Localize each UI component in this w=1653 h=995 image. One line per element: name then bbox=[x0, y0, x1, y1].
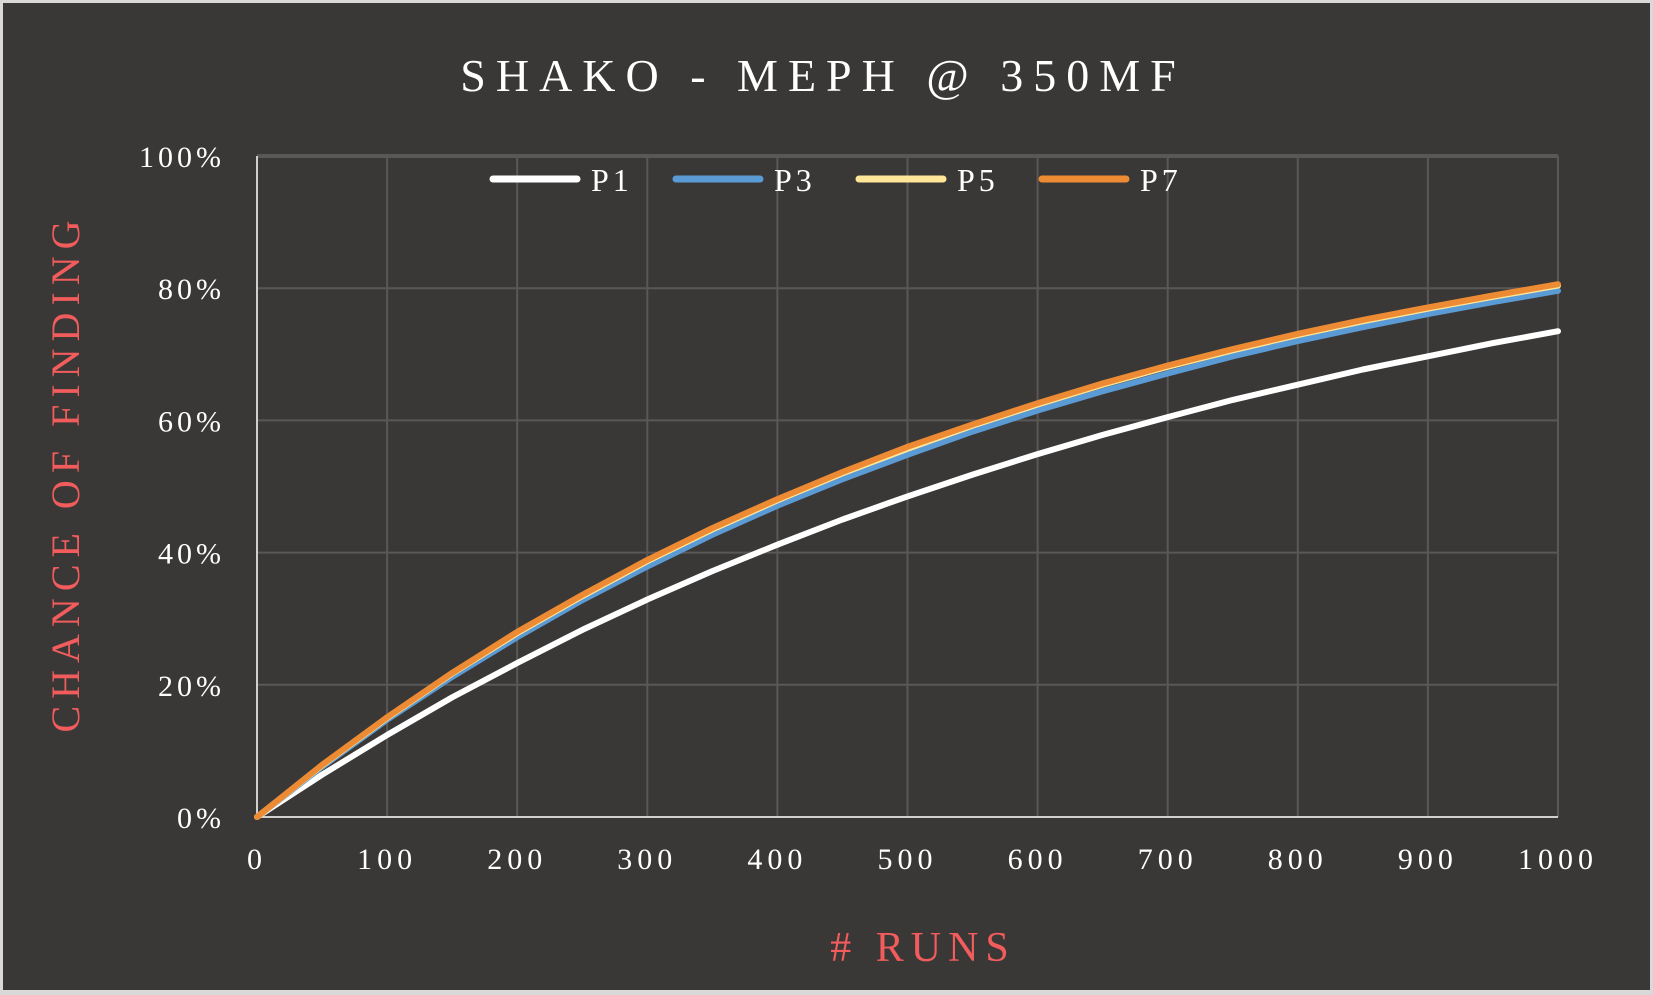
x-tick-label: 500 bbox=[878, 843, 938, 876]
x-tick-label: 600 bbox=[1008, 843, 1068, 876]
legend-label: P5 bbox=[957, 162, 999, 198]
x-tick-label: 1000 bbox=[1518, 843, 1598, 876]
x-tick-label: 900 bbox=[1398, 843, 1458, 876]
legend-label: P7 bbox=[1140, 162, 1182, 198]
series-line-p1 bbox=[254, 328, 1561, 820]
x-tick-label: 800 bbox=[1268, 843, 1328, 876]
x-tick-label: 700 bbox=[1138, 843, 1198, 876]
y-tick-label: 20% bbox=[158, 670, 225, 703]
x-tick-label: 0 bbox=[247, 843, 267, 876]
x-tick-label: 400 bbox=[747, 843, 807, 876]
y-tick-label: 40% bbox=[158, 538, 225, 571]
legend-label: P3 bbox=[774, 162, 816, 198]
chart-title: SHAKO - MEPH @ 350MF bbox=[460, 50, 1185, 101]
line-chart: SHAKO - MEPH @ 350MF CHANCE OF FINDING #… bbox=[43, 50, 1598, 971]
series-line-p7 bbox=[254, 281, 1561, 820]
series-line-p3 bbox=[254, 287, 1561, 820]
y-tick-label: 0% bbox=[177, 802, 225, 835]
y-tick-label: 100% bbox=[139, 141, 225, 174]
x-tick-label: 300 bbox=[617, 843, 677, 876]
legend-label: P1 bbox=[591, 162, 633, 198]
x-tick-label: 200 bbox=[487, 843, 547, 876]
y-tick-label: 80% bbox=[158, 273, 225, 306]
y-axis-title: CHANCE OF FINDING bbox=[43, 213, 88, 732]
x-axis-title: # RUNS bbox=[830, 925, 1016, 971]
chart-area: SHAKO - MEPH @ 350MF CHANCE OF FINDING #… bbox=[3, 3, 1650, 990]
x-tick-label: 100 bbox=[357, 843, 417, 876]
y-tick-label: 60% bbox=[158, 405, 225, 438]
